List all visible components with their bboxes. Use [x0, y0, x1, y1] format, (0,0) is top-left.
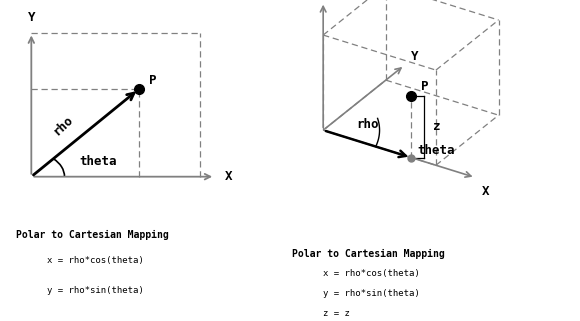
Text: P: P: [148, 74, 156, 87]
Text: z = z: z = z: [323, 309, 350, 318]
Text: X: X: [481, 185, 489, 198]
Text: Polar to Cartesian Mapping: Polar to Cartesian Mapping: [16, 230, 169, 239]
Text: Y: Y: [411, 50, 418, 63]
Text: theta: theta: [80, 155, 117, 168]
Text: rho: rho: [356, 118, 378, 131]
Text: theta: theta: [417, 144, 455, 157]
Text: Polar to Cartesian Mapping: Polar to Cartesian Mapping: [292, 249, 445, 259]
Text: x = rho*cos(theta): x = rho*cos(theta): [46, 256, 143, 265]
Text: rho: rho: [50, 114, 75, 139]
Text: Y: Y: [28, 11, 35, 24]
Text: y = rho*sin(theta): y = rho*sin(theta): [323, 289, 420, 298]
Text: x = rho*cos(theta): x = rho*cos(theta): [323, 269, 420, 278]
Text: P: P: [420, 80, 428, 93]
Text: z: z: [433, 120, 441, 133]
Text: y = rho*sin(theta): y = rho*sin(theta): [46, 286, 143, 295]
Text: X: X: [225, 170, 233, 183]
